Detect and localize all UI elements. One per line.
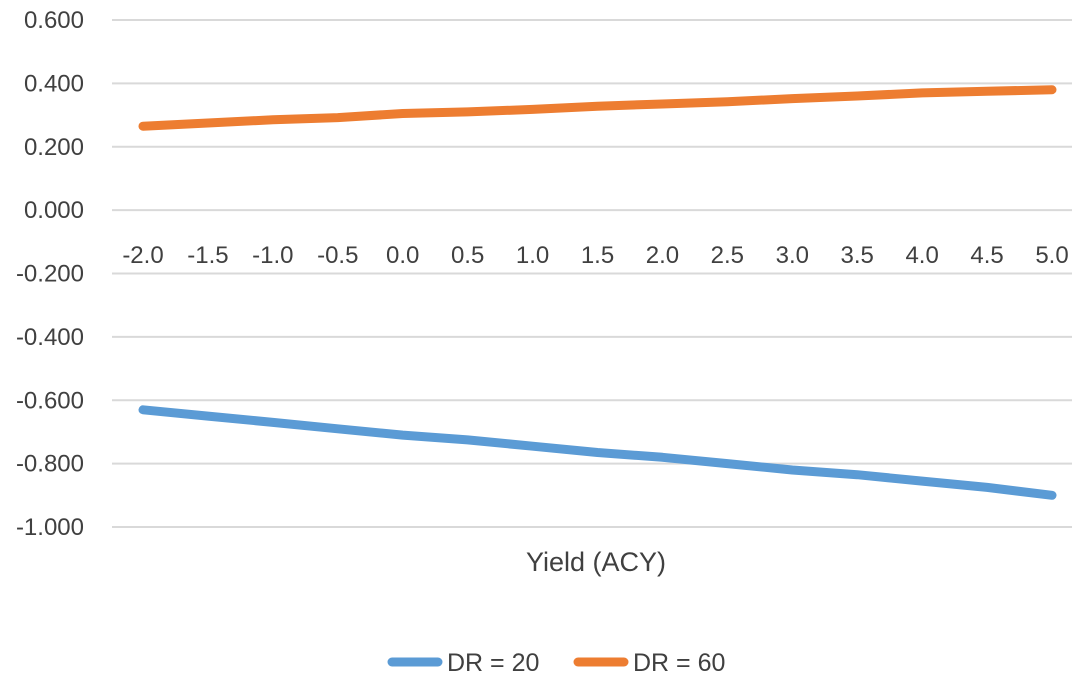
x-tick-label: 5.0 xyxy=(1035,242,1068,269)
x-tick-label: -0.5 xyxy=(317,242,358,269)
y-tick-label: 0.400 xyxy=(24,70,84,97)
x-tick-label: 4.5 xyxy=(970,242,1003,269)
x-tick-label: 0.5 xyxy=(451,242,484,269)
y-tick-label: -1.000 xyxy=(16,514,84,541)
y-tick-label: -0.200 xyxy=(16,261,84,288)
x-axis-label: Yield (ACY) xyxy=(526,547,666,577)
y-tick-label: -0.600 xyxy=(16,387,84,414)
series-line-2 xyxy=(138,85,1057,131)
x-tick-label: 3.0 xyxy=(776,242,809,269)
x-axis-ticks: -2.0 -1.5 -1.0 -0.5 0.0 0.5 1.0 1.5 2.0 2.5 3.0 3.5… xyxy=(122,242,1068,269)
y-tick-label: 0.000 xyxy=(24,197,84,224)
x-tick-label: 0.0 xyxy=(386,242,419,269)
x-tick-label: -1.5 xyxy=(187,242,228,269)
y-axis-ticks: 0.600 0.400 0.200 0.000 -0.200 -0.400 -0.600 -0… xyxy=(16,7,84,541)
x-tick-label: 3.5 xyxy=(841,242,874,269)
x-tick-label: -1.0 xyxy=(252,242,293,269)
x-tick-label: 2.0 xyxy=(646,242,679,269)
legend: DR = 20 DR = 60 xyxy=(387,649,725,675)
series-line-1 xyxy=(138,405,1057,500)
y-tick-label: 0.200 xyxy=(24,134,84,161)
legend-label: DR = 20 xyxy=(447,649,539,675)
series-lines xyxy=(138,85,1057,500)
x-tick-label: 1.0 xyxy=(516,242,549,269)
legend-label: DR = 60 xyxy=(633,649,725,675)
y-tick-label: 0.600 xyxy=(24,7,84,34)
gridlines xyxy=(112,19,1072,528)
y-tick-label: -0.800 xyxy=(16,451,84,478)
x-tick-label: -2.0 xyxy=(122,242,163,269)
x-tick-label: 4.0 xyxy=(905,242,938,269)
y-tick-label: -0.400 xyxy=(16,324,84,351)
x-tick-label: 2.5 xyxy=(711,242,744,269)
x-tick-label: 1.5 xyxy=(581,242,614,269)
